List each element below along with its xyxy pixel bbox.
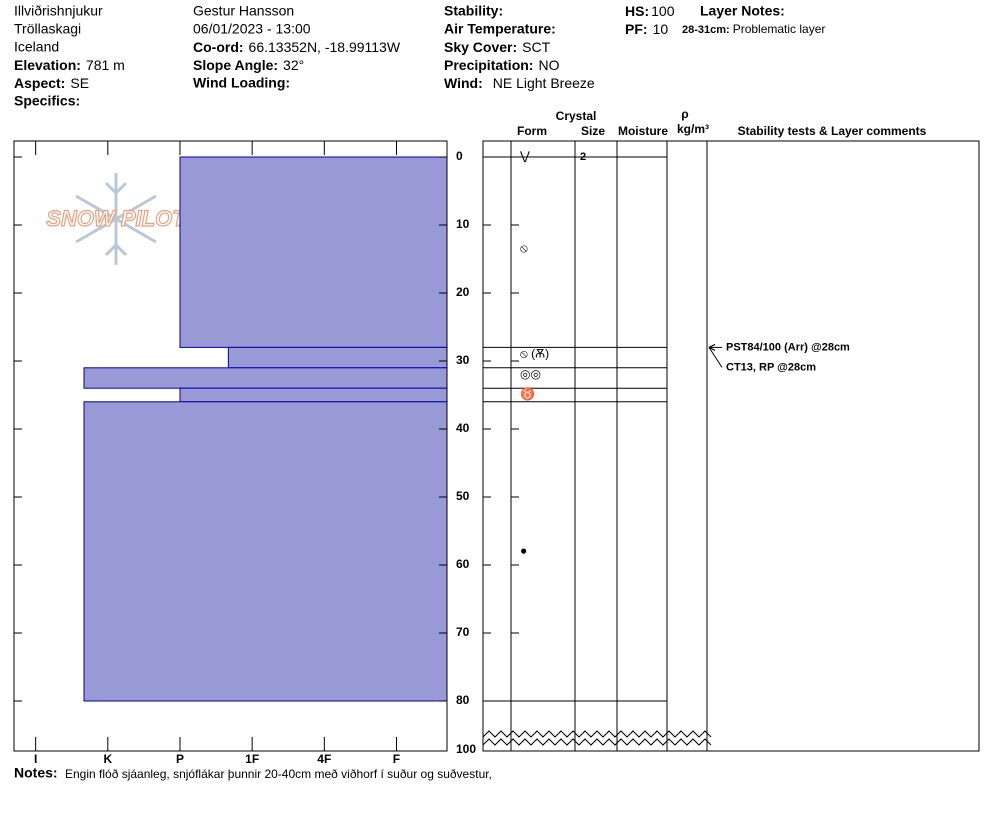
x-tick-label: F xyxy=(393,752,400,766)
coord: Co-ord: 66.13352N, -18.99113W xyxy=(193,39,401,55)
specifics: Specifics: xyxy=(14,93,80,109)
y-tick-label: 70 xyxy=(456,625,470,639)
wind: Wind: NE Light Breeze xyxy=(444,75,595,91)
y-tick-label: 0 xyxy=(456,149,463,163)
datetime: 06/01/2023 - 13:00 xyxy=(193,21,311,37)
grain-form: ⦸ (Ѫ) xyxy=(520,346,549,360)
layer-notes: Layer Notes: xyxy=(700,3,785,19)
notes-text: Engin flóð sjáanleg, snjóflákar þunnir 2… xyxy=(65,767,492,781)
plot-frame xyxy=(13,140,448,752)
location: Tröllaskagi xyxy=(14,21,81,37)
y-tick-label: 50 xyxy=(456,489,470,503)
arrow-head xyxy=(708,343,716,351)
layer-note: 28-31cm: Problematic layer xyxy=(682,22,825,36)
stability-test: CT13, RP @28cm xyxy=(726,361,816,373)
hardness-layer xyxy=(227,346,448,369)
label: Wind: xyxy=(444,75,483,91)
x-tick-label: 1F xyxy=(245,752,259,766)
label: Precipitation: xyxy=(444,57,533,73)
range: 28-31cm: xyxy=(682,24,730,36)
aspect: Aspect: SE xyxy=(14,75,89,91)
hs: HS: 100 xyxy=(625,3,675,19)
value: 781 m xyxy=(86,57,125,73)
sky: Sky Cover: SCT xyxy=(444,39,551,55)
value: 10 xyxy=(653,21,669,37)
hardness-layer xyxy=(179,156,448,348)
y-tick-label: 30 xyxy=(456,353,470,367)
watermark: SNOW PILOT xyxy=(46,206,187,231)
x-tick-label: K xyxy=(103,752,112,766)
location: Iceland xyxy=(14,39,59,55)
label: Elevation: xyxy=(14,57,81,73)
x-tick-label: 4F xyxy=(317,752,331,766)
test-arrow xyxy=(708,347,723,368)
label: Slope Angle: xyxy=(193,57,278,73)
y-tick-label: 10 xyxy=(456,217,470,231)
y-tick-label: 40 xyxy=(456,421,470,435)
elevation: Elevation: 781 m xyxy=(14,57,125,73)
wind-loading: Wind Loading: xyxy=(193,75,290,91)
observer: Gestur Hansson xyxy=(193,3,294,19)
y-tick-label: 80 xyxy=(456,693,470,707)
label: Sky Cover: xyxy=(444,39,517,55)
label: PF: xyxy=(625,21,648,37)
label: HS: xyxy=(625,3,649,19)
label: Co-ord: xyxy=(193,39,244,55)
hardness-layer xyxy=(179,387,448,403)
hardness-layer xyxy=(83,367,448,389)
value: 100 xyxy=(651,3,675,19)
stability-test: PST84/100 (Arr) @28cm xyxy=(726,341,850,353)
column-header: Crystal xyxy=(556,109,597,123)
slope: Slope Angle: 32° xyxy=(193,57,304,73)
precip: Precipitation: NO xyxy=(444,57,560,73)
value: SCT xyxy=(522,39,550,55)
column-header: Stability tests & Layer comments xyxy=(738,124,927,138)
grain-form: ♉ xyxy=(520,387,535,401)
break-gap xyxy=(448,732,478,744)
column-header: Size xyxy=(581,124,605,138)
grain-form: ⦸ xyxy=(520,241,528,255)
break xyxy=(482,730,712,738)
location: Illviðrishnjukur xyxy=(14,3,103,19)
grain-size: 2 xyxy=(580,151,586,163)
text: Problematic layer xyxy=(733,22,826,36)
air-temp: Air Temperature: xyxy=(444,21,556,37)
value: NO xyxy=(538,57,559,73)
label: Aspect: xyxy=(14,75,65,91)
hardness-layer xyxy=(83,401,448,702)
notes-label: Notes: xyxy=(14,765,58,781)
grain-form: ● xyxy=(520,544,527,558)
stability: Stability: xyxy=(444,3,503,19)
value: NE Light Breeze xyxy=(493,75,595,91)
value: 32° xyxy=(283,57,304,73)
column-header: ρ xyxy=(681,107,688,121)
value: 66.13352N, -18.99113W xyxy=(249,39,401,55)
y-tick-label: 20 xyxy=(456,285,470,299)
break xyxy=(482,738,712,746)
grain-form: ◎◎ xyxy=(520,367,541,381)
x-tick-label: I xyxy=(34,752,37,766)
value: SE xyxy=(70,75,89,91)
grain-form: ⋁ xyxy=(519,149,530,163)
total-depth-label: 100 xyxy=(456,742,476,756)
column-header: Moisture xyxy=(618,124,668,138)
pf: PF: 10 xyxy=(625,21,668,37)
header: Illviðrishnjukur Tröllaskagi Iceland Ele… xyxy=(14,3,825,109)
layer-table xyxy=(482,140,980,752)
column-header: Form xyxy=(517,124,547,138)
column-header: kg/m³ xyxy=(677,122,709,136)
logo xyxy=(75,173,157,265)
x-tick-label: P xyxy=(176,752,184,766)
y-tick-label: 60 xyxy=(456,557,470,571)
